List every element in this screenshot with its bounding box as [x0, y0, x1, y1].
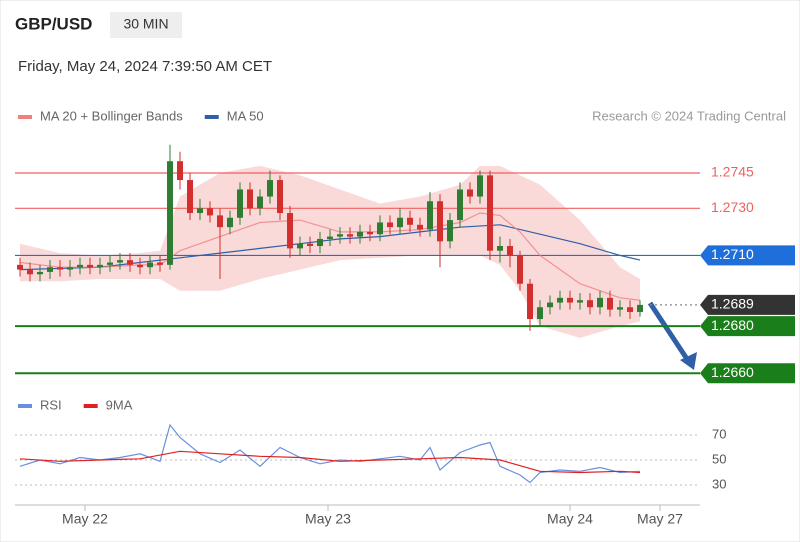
candle-body: [607, 297, 613, 310]
candle-body: [347, 234, 353, 237]
candle-body: [107, 262, 113, 265]
y-tick-label: 30: [712, 476, 726, 491]
candle-body: [327, 236, 333, 239]
arrow-head: [680, 352, 697, 370]
interval-box: [110, 12, 182, 38]
candle-body: [267, 180, 273, 197]
candle-body: [437, 201, 443, 242]
candle-body: [417, 224, 423, 230]
interval: 30 MIN: [123, 16, 168, 32]
candle-body: [217, 215, 223, 228]
candle-body: [97, 264, 103, 268]
candle-body: [477, 175, 483, 197]
indicator-line: [19, 450, 641, 474]
candle-body: [637, 304, 643, 312]
candle-body: [397, 217, 403, 228]
x-tick-label: May 23: [305, 511, 351, 527]
credit: Research © 2024 Trading Central: [592, 108, 786, 123]
candle-body: [467, 189, 473, 197]
candle-body: [77, 264, 83, 268]
candle-body: [207, 208, 213, 216]
legend-swatch: [204, 115, 219, 119]
candle-body: [277, 180, 283, 214]
candle-body: [537, 307, 543, 320]
candle-body: [507, 246, 513, 256]
candle-body: [377, 222, 383, 235]
candle-body: [47, 267, 53, 272]
x-tick-label: May 22: [62, 511, 108, 527]
candle-body: [227, 217, 233, 228]
candle-body: [117, 260, 123, 263]
legend-swatch: [18, 404, 32, 408]
symbol: GBP/USD: [15, 14, 92, 33]
level-label-box: [700, 316, 795, 337]
candle-body: [497, 246, 503, 251]
legend-swatch: [83, 404, 98, 408]
legend-label: MA 50: [227, 108, 264, 123]
candle-body: [447, 220, 453, 242]
candle-body: [147, 262, 153, 268]
level-label: 1.2680: [711, 317, 754, 333]
candle-body: [197, 208, 203, 214]
candle-body: [387, 222, 393, 228]
candle-body: [57, 267, 63, 270]
y-tick-label: 70: [712, 426, 726, 441]
level-label: 1.2730: [711, 199, 754, 215]
candle-body: [67, 267, 73, 270]
candle-body: [37, 271, 43, 275]
legend-label: RSI: [40, 397, 62, 412]
candle-body: [237, 189, 243, 218]
datetime: Friday, May 24, 2024 7:39:50 AM CET: [18, 58, 272, 75]
level-label-box: [700, 294, 795, 315]
candle-body: [457, 189, 463, 221]
candle-body: [17, 264, 23, 270]
candle-body: [597, 297, 603, 308]
candle-body: [297, 243, 303, 249]
candle-body: [287, 213, 293, 249]
legend-label: MA 20 + Bollinger Bands: [40, 108, 183, 123]
x-tick-label: May 24: [547, 511, 593, 527]
candle-body: [557, 297, 563, 303]
candle-body: [587, 300, 593, 308]
arrow-shaft: [647, 301, 692, 364]
level-label-box: [700, 245, 795, 266]
level-label: 1.2689: [711, 296, 754, 312]
candle-body: [627, 307, 633, 312]
candle-body: [127, 260, 133, 265]
candle-body: [167, 161, 173, 265]
candle-body: [177, 161, 183, 181]
candle-body: [137, 264, 143, 268]
candle-body: [337, 234, 343, 237]
candle-body: [87, 264, 93, 268]
candle-body: [517, 255, 523, 284]
candle-body: [307, 243, 313, 247]
legend-label: 9MA: [106, 397, 133, 412]
candle-body: [27, 269, 33, 275]
candle-body: [527, 283, 533, 320]
level-label: 1.2660: [711, 364, 754, 380]
candle-body: [367, 231, 373, 235]
level-label-box: [700, 363, 795, 384]
candle-body: [247, 189, 253, 209]
candle-body: [547, 302, 553, 308]
candle-body: [317, 238, 323, 247]
x-tick-label: May 27: [637, 511, 683, 527]
candle-body: [157, 262, 163, 265]
candle-body: [567, 297, 573, 303]
candle-body: [427, 201, 433, 230]
candle-body: [187, 180, 193, 214]
legend-swatch: [18, 115, 32, 119]
candle-body: [577, 300, 583, 303]
y-tick-label: 50: [712, 451, 726, 466]
candle-body: [617, 307, 623, 310]
candle-body: [257, 196, 263, 209]
candle-body: [357, 231, 363, 237]
candle-body: [407, 217, 413, 225]
level-label: 1.2710: [711, 246, 754, 262]
candle-body: [487, 175, 493, 251]
level-label: 1.2745: [711, 164, 754, 180]
